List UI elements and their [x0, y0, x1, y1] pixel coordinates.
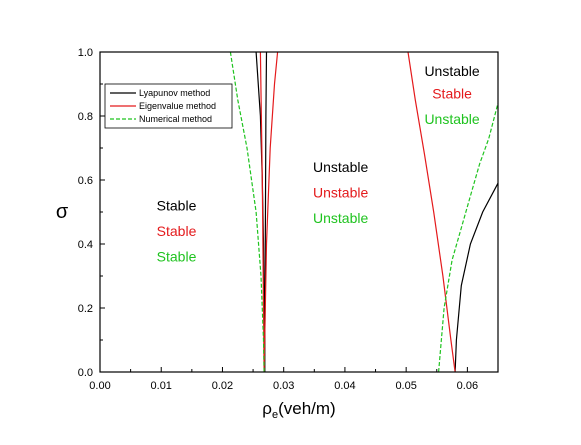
y-tick-label: 0.8: [78, 111, 93, 123]
x-tick-label: 0.03: [273, 380, 294, 392]
region-annotation: Unstable: [424, 111, 479, 127]
region-annotation: Unstable: [313, 210, 368, 226]
x-axis-label-rest: (veh/m): [278, 399, 336, 418]
series-line-2-1: [438, 103, 498, 372]
series-line-1-2: [407, 52, 456, 372]
y-tick-label: 0.2: [78, 303, 93, 315]
legend-label-lyapunov: Lyapunov method: [139, 88, 210, 98]
y-tick-label: 0.6: [78, 175, 93, 187]
x-tick-label: 0.01: [151, 380, 172, 392]
x-tick-label: 0.06: [457, 380, 478, 392]
region-annotation: Stable: [157, 197, 197, 213]
region-annotation: Unstable: [313, 185, 368, 201]
x-tick-label: 0.04: [334, 380, 355, 392]
series-line-1-1: [263, 52, 279, 372]
legend-label-numerical: Numerical method: [139, 114, 212, 124]
y-tick-label: 0.0: [78, 367, 93, 379]
series-line-0-2: [454, 182, 498, 372]
region-annotation: Stable: [432, 85, 472, 101]
region-annotation: Stable: [157, 249, 197, 265]
x-axis-label: ρe(veh/m): [262, 399, 335, 421]
x-tick-label: 0.00: [89, 380, 110, 392]
region-annotation: Unstable: [313, 159, 368, 175]
x-axis-label-main: ρ: [262, 399, 272, 418]
y-axis-label: σ: [56, 201, 69, 223]
y-tick-label: 0.4: [78, 239, 93, 251]
region-annotation: Unstable: [424, 63, 479, 79]
region-annotation: Stable: [157, 223, 197, 239]
x-tick-label: 0.05: [395, 380, 416, 392]
x-axis-label-sub: e: [272, 409, 278, 421]
series-line-2-0: [229, 52, 265, 372]
legend: Lyapunov method Eigenvalue method Numeri…: [104, 83, 233, 129]
y-tick-label: 1.0: [78, 47, 93, 59]
legend-label-eigenvalue: Eigenvalue method: [139, 101, 216, 111]
x-tick-label: 0.02: [212, 380, 233, 392]
